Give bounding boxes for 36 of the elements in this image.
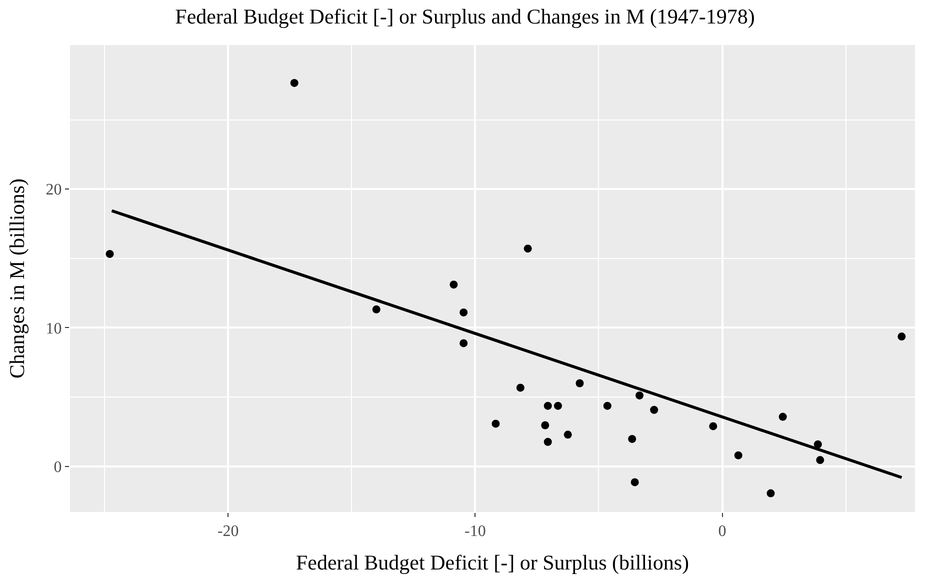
point [541,421,550,430]
point [603,402,612,410]
point [734,451,742,460]
chart-title: Federal Budget Deficit [-] or Surplus and Changes in M (1947-1978) [175,4,755,28]
y-tick-label: 20 [46,182,62,199]
point [492,420,500,428]
point [290,78,298,87]
point [778,412,787,421]
y-axis-title: Changes in M (billions) [4,178,29,379]
x-tick-label: 0 [718,523,726,540]
point [372,305,380,314]
point [636,391,644,400]
point [450,280,458,289]
point [650,406,658,414]
point [709,422,718,430]
x-axis-title: Federal Budget Deficit [-] or Surplus (billions) [296,550,690,574]
point [630,478,639,486]
y-tick-label: 0 [54,458,62,476]
point [814,440,822,448]
point [564,430,572,439]
point [544,438,552,446]
point [544,402,552,410]
point [106,250,114,258]
point [554,402,562,410]
x-tick-label: -20 [217,523,239,540]
y-tick-label: 10 [46,320,62,338]
point [576,379,584,388]
point [524,244,532,253]
point [460,339,468,348]
x-tick-label: -10 [464,523,486,540]
point [516,384,524,392]
point [816,456,824,464]
point [898,332,906,341]
point [628,434,636,443]
point [460,308,468,316]
point [766,489,775,498]
